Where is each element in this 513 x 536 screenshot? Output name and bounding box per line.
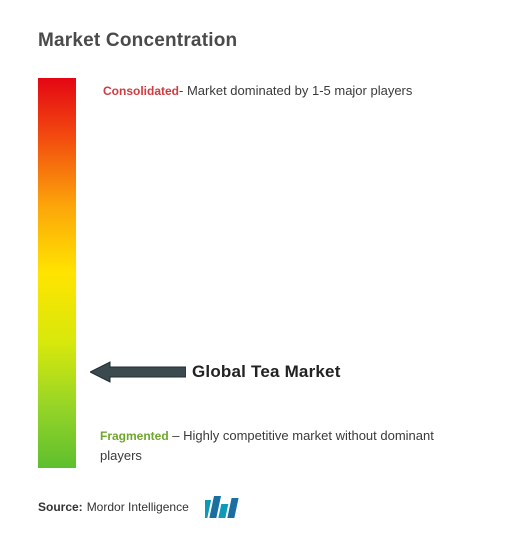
source-row: Source: Mordor Intelligence [38, 496, 241, 518]
source-prefix: Source: [38, 500, 83, 514]
mordor-logo-svg [205, 496, 241, 518]
consolidated-description: - Market dominated by 1-5 major players [179, 83, 412, 98]
market-marker: Global Tea Market [90, 361, 341, 383]
mordor-logo-icon [205, 496, 241, 518]
fragmented-label: Fragmented – Highly competitive market w… [100, 426, 475, 465]
arrow-left-icon [90, 361, 186, 383]
source-name: Mordor Intelligence [87, 500, 189, 514]
chart-area: Consolidated- Market dominated by 1-5 ma… [38, 78, 475, 468]
consolidated-label: Consolidated- Market dominated by 1-5 ma… [103, 82, 412, 100]
fragmented-keyword: Fragmented [100, 429, 169, 443]
consolidated-keyword: Consolidated [103, 84, 179, 98]
concentration-gradient-bar [38, 78, 76, 468]
chart-title: Market Concentration [38, 30, 475, 52]
market-marker-label: Global Tea Market [192, 362, 341, 382]
